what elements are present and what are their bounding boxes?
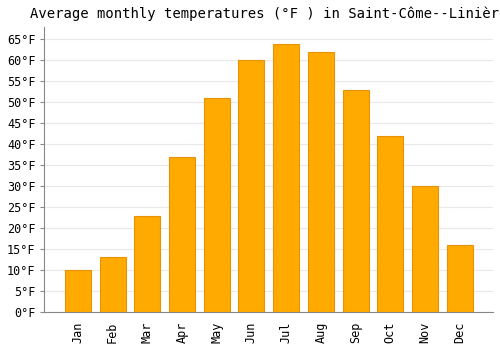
Bar — [169, 157, 195, 312]
Bar — [100, 258, 126, 312]
Bar — [65, 270, 91, 312]
Bar — [446, 245, 472, 312]
Title: Average monthly temperatures (°F ) in Saint-Côme--Linière: Average monthly temperatures (°F ) in Sa… — [30, 7, 500, 21]
Bar — [134, 216, 160, 312]
Bar — [377, 136, 404, 312]
Bar — [412, 186, 438, 312]
Bar — [238, 60, 264, 312]
Bar — [273, 43, 299, 312]
Bar — [342, 90, 368, 312]
Bar — [204, 98, 230, 312]
Bar — [308, 52, 334, 312]
